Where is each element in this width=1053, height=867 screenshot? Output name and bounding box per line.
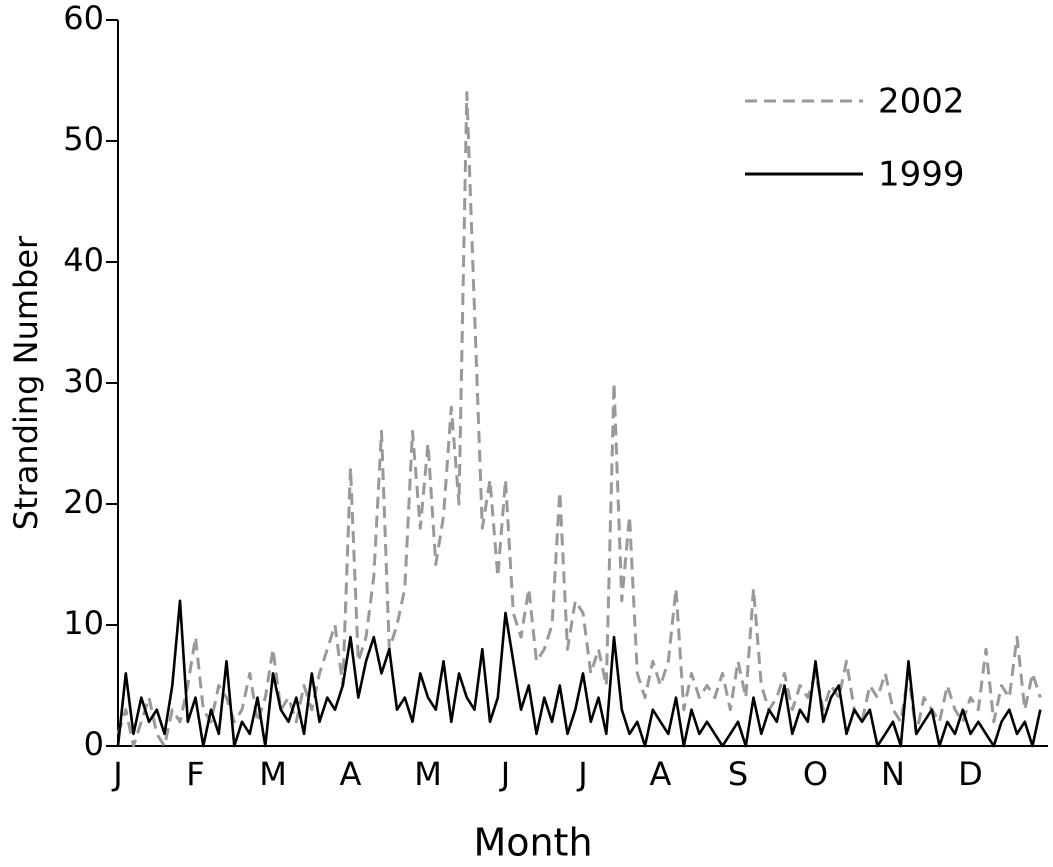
y-axis-label: Stranding Number xyxy=(7,235,45,530)
x-tick-label: A xyxy=(650,755,672,793)
y-tick-label: 50 xyxy=(63,120,104,158)
x-axis-label: Month xyxy=(473,821,592,865)
x-tick-label: J xyxy=(499,755,510,793)
x-tick-label: S xyxy=(728,755,748,793)
x-tick-label: F xyxy=(186,755,204,793)
series-line xyxy=(116,91,1042,748)
x-tick-label: O xyxy=(803,755,828,793)
x-tick-label: J xyxy=(111,755,122,793)
y-tick-label: 0 xyxy=(84,725,104,763)
legend-label: 2002 xyxy=(878,82,965,122)
y-tick-label: 30 xyxy=(63,362,104,400)
x-tick-label: M xyxy=(259,755,287,793)
series-line xyxy=(116,599,1042,748)
x-tick-label: A xyxy=(340,755,362,793)
x-tick-label: J xyxy=(576,755,587,793)
x-tick-label: M xyxy=(414,755,442,793)
y-tick-label: 20 xyxy=(63,483,104,521)
x-tick-label: D xyxy=(958,755,983,793)
y-tick-label: 60 xyxy=(63,0,104,37)
y-tick-label: 10 xyxy=(63,604,104,642)
y-tick-label: 40 xyxy=(63,241,104,279)
legend-label: 1999 xyxy=(878,155,965,195)
x-tick-label: N xyxy=(881,755,905,793)
